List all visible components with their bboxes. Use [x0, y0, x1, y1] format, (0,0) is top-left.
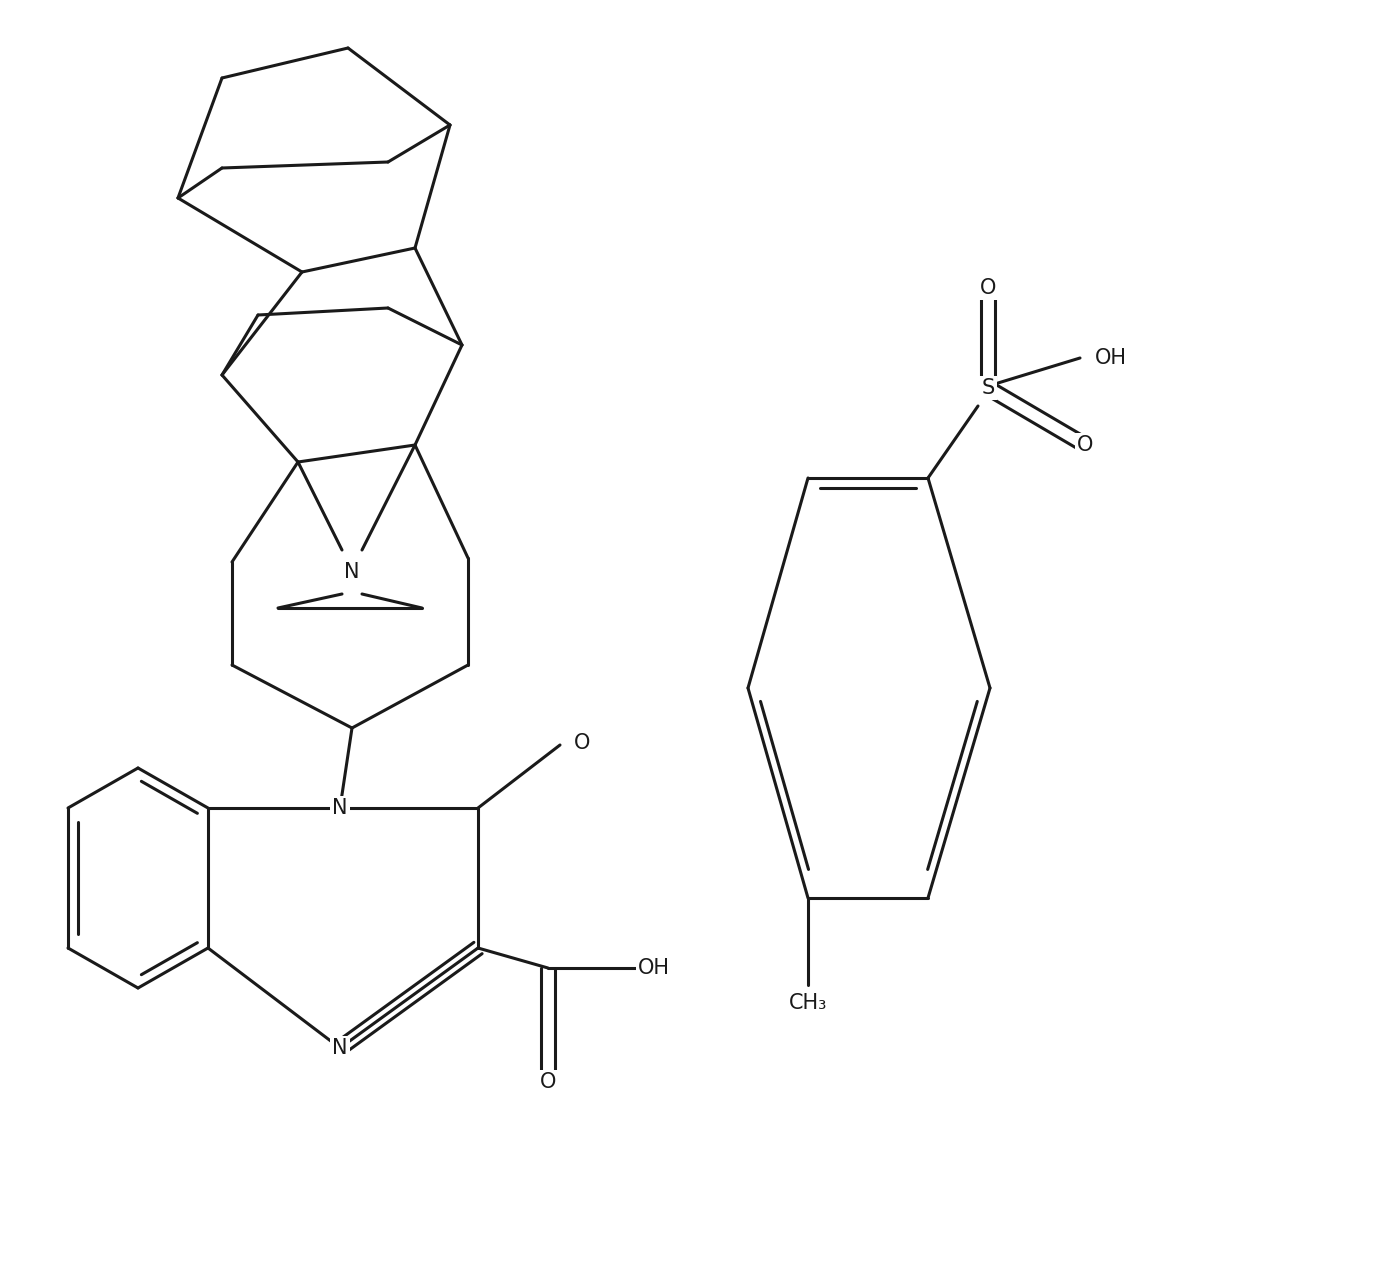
Text: S: S — [981, 378, 995, 397]
Text: N: N — [333, 799, 348, 818]
Text: OH: OH — [638, 958, 671, 977]
Text: CH₃: CH₃ — [789, 993, 827, 1013]
Text: O: O — [574, 733, 591, 754]
Text: OH: OH — [1094, 349, 1127, 368]
Text: O: O — [540, 1073, 556, 1092]
Text: O: O — [1076, 435, 1093, 455]
Text: N: N — [333, 1038, 348, 1058]
Text: N: N — [344, 562, 360, 583]
Text: O: O — [980, 278, 996, 298]
